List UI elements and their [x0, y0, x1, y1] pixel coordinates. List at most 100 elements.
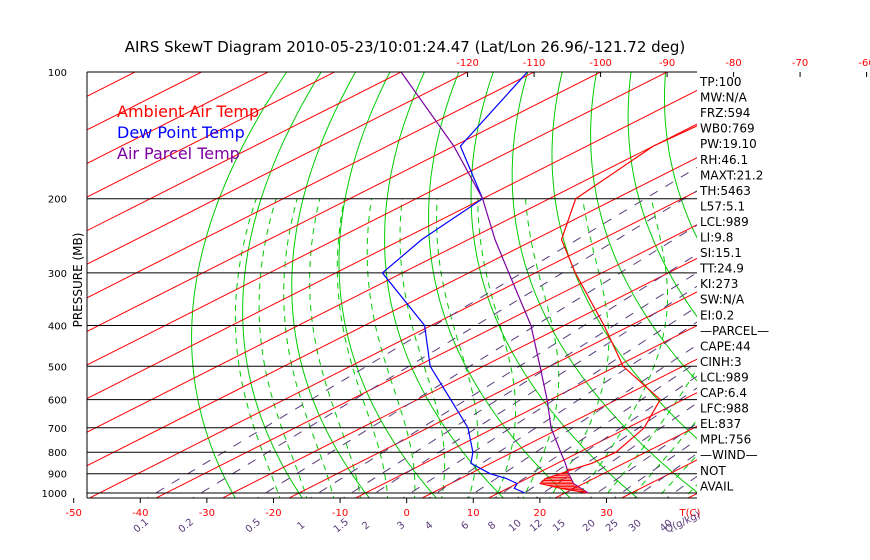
isotherm [87, 72, 536, 299]
cape-hatch [540, 468, 586, 492]
mixing-ratio-tick-label: 0.2 [177, 517, 196, 536]
mixing-ratio-tick-label: 10 [507, 518, 524, 535]
top-temp-tick-label: -80 [725, 58, 741, 69]
pressure-tick-label: 400 [48, 321, 67, 332]
index-label: FRZ:594 [700, 106, 750, 120]
moist-adiabat [336, 198, 389, 498]
bottom-temp-tick-label: -40 [132, 508, 148, 519]
index-label: TP:100 [699, 75, 742, 89]
dry-adiabat [291, 72, 370, 498]
pressure-tick-label: 900 [48, 470, 67, 481]
dry-adiabats [191, 63, 870, 502]
isotherm [221, 257, 697, 498]
bottom-temp-tick-label: -50 [66, 508, 82, 519]
y-axis-label: PRESSURE (MB) [71, 233, 85, 328]
dry-adiabat [470, 72, 639, 498]
bottom-temp-tick-label: -10 [332, 508, 348, 519]
moist-adiabat [477, 198, 516, 498]
dry-adiabat [663, 72, 697, 239]
dry-adiabat [338, 72, 438, 498]
mixing-ratio-line [256, 224, 697, 498]
index-label: MW:N/A [700, 91, 748, 105]
mixing-ratio-tick-label: 0.1 [132, 517, 151, 536]
pressure-tick-label: 700 [48, 424, 67, 435]
mixing-ratio-line [401, 306, 697, 498]
pressure-tick-label: 100 [48, 68, 67, 79]
index-label: LI:9.8 [700, 231, 733, 245]
top-temp-tick-label: -100 [589, 58, 612, 69]
dry-adiabat [836, 63, 870, 502]
series-line [381, 72, 528, 494]
moist-adiabat [234, 198, 281, 498]
isotherm [87, 72, 469, 265]
mixing-ratio-line [366, 285, 697, 498]
mixing-ratio-tick-label: 4 [423, 520, 435, 533]
index-label: CAPE:44 [700, 339, 751, 353]
series-line [539, 125, 697, 494]
index-label: RH:46.1 [700, 153, 748, 167]
isotherm [420, 358, 697, 498]
index-label: L57:5.1 [700, 199, 745, 213]
index-label: —WIND— [700, 448, 758, 462]
index-label: LCL:989 [700, 215, 749, 229]
moist-adiabat [576, 198, 668, 498]
mixing-ratio-line [516, 375, 697, 498]
isotherm [487, 392, 697, 498]
mixing-ratio-tick-label: 15 [551, 518, 568, 535]
mixing-ratio-tick-label: 0.5 [244, 517, 263, 536]
top-temp-tick-label: -60 [858, 58, 870, 69]
isobars [87, 72, 697, 494]
index-label: AVAIL [700, 479, 734, 493]
isotherm [88, 190, 697, 498]
dry-adiabat [627, 72, 697, 318]
isotherm [87, 72, 336, 198]
index-label: LFC:988 [700, 402, 749, 416]
index-label: CINH:3 [700, 355, 742, 369]
mixing-ratio-tick-label: 12 [528, 518, 545, 535]
isotherm [354, 325, 697, 498]
index-label: MAXT:21.2 [700, 168, 763, 182]
index-label: TT:24.9 [699, 262, 744, 276]
isotherm [87, 72, 270, 165]
moist-adiabat [629, 419, 697, 498]
index-label: EL:837 [700, 417, 741, 431]
plot-area [87, 63, 870, 502]
dry-adiabat [768, 63, 870, 502]
mixing-ratio-tick-label: 3 [395, 520, 407, 533]
mixing-ratio-line [191, 190, 697, 498]
mixing-ratio-line [342, 271, 697, 498]
index-label: SI:15.1 [700, 246, 742, 260]
chart-title: AIRS SkewT Diagram 2010-05-23/10:01:24.4… [125, 38, 686, 56]
bottom-temp-tick-label: 30 [600, 508, 613, 519]
top-temp-tick-label: -90 [659, 58, 675, 69]
index-label: PW:19.10 [700, 137, 757, 151]
index-label: EI:0.2 [700, 308, 734, 322]
mixing-ratio-line [146, 166, 697, 498]
bottom-temp-tick-label: 10 [467, 508, 480, 519]
pressure-tick-label: 800 [48, 448, 67, 459]
dry-adiabat [511, 72, 697, 493]
isotherm [287, 291, 697, 498]
index-label: MPL:756 [700, 433, 751, 447]
mixing-ratio-line [309, 253, 697, 498]
index-label: TH:5463 [699, 184, 751, 198]
mixing-ratio-tick-label: 8 [486, 520, 498, 533]
pressure-tick-label: 600 [48, 396, 67, 407]
mixing-ratio-tick-label: 20 [581, 518, 598, 535]
isotherm [87, 72, 602, 332]
dry-adiabat [191, 72, 288, 498]
bottom-temp-tick-label: -30 [199, 508, 215, 519]
bottom-temp-unit: T(C) [679, 508, 701, 519]
isotherm [87, 72, 403, 232]
pressure-tick-label: 300 [48, 269, 67, 280]
legend-entry: Ambient Air Temp [117, 102, 259, 121]
isotherm [87, 72, 669, 366]
dry-adiabat [384, 72, 505, 498]
index-label: LCL:989 [700, 370, 749, 384]
isotherm [154, 224, 697, 498]
mixing-ratio-tick-label: 1 [295, 520, 307, 533]
legend-entry: Air Parcel Temp [117, 144, 240, 163]
dry-adiabat [802, 63, 870, 502]
